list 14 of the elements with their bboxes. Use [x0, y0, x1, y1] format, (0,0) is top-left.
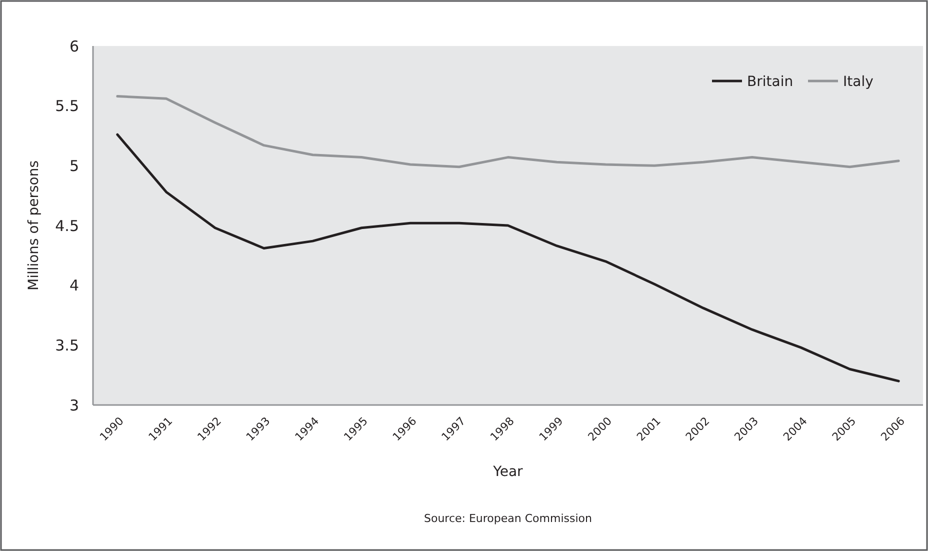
y-tick-label: 6: [69, 37, 79, 56]
y-axis-title: Millions of persons: [26, 160, 42, 291]
source-note: Source: European Commission: [424, 512, 592, 525]
legend-label: Italy: [843, 74, 874, 90]
y-tick-label: 4.5: [55, 216, 79, 235]
y-tick-label: 3.5: [55, 336, 79, 354]
legend-label: Britain: [747, 74, 794, 90]
y-tick-label: 3: [69, 396, 79, 414]
line-series: [116, 95, 900, 168]
x-axis-title: Year: [492, 464, 524, 480]
y-tick-label: 4: [69, 276, 79, 295]
y-tick-label: 5.5: [55, 97, 79, 116]
y-tick-label: 5: [69, 156, 79, 175]
line-series: [116, 133, 900, 382]
